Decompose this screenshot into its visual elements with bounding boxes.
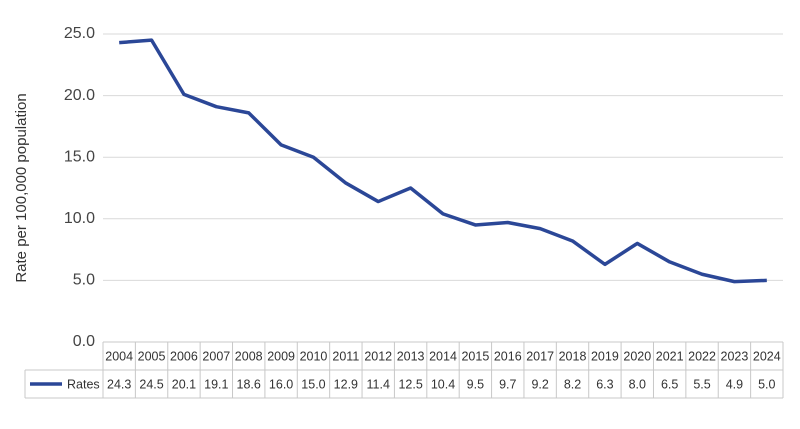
x-tick-label: 2009 xyxy=(267,349,295,363)
table-value: 16.0 xyxy=(269,377,293,391)
table-value: 4.9 xyxy=(726,377,743,391)
table-value: 5.0 xyxy=(758,377,775,391)
y-tick-label: 0.0 xyxy=(73,333,95,350)
table-value: 15.0 xyxy=(301,377,325,391)
y-axis-title: Rate per 100,000 population xyxy=(13,93,30,282)
x-tick-label: 2020 xyxy=(623,349,651,363)
y-tick-label: 20.0 xyxy=(64,87,95,104)
table-value: 9.5 xyxy=(467,377,484,391)
y-tick-label: 10.0 xyxy=(64,210,95,227)
table-value: 24.5 xyxy=(139,377,163,391)
x-tick-label: 2013 xyxy=(397,349,425,363)
table-value: 12.5 xyxy=(398,377,422,391)
table-value: 19.1 xyxy=(204,377,228,391)
table-value: 24.3 xyxy=(107,377,131,391)
x-tick-label: 2018 xyxy=(559,349,587,363)
y-tick-label: 15.0 xyxy=(64,148,95,165)
table-value: 11.4 xyxy=(367,377,390,391)
x-tick-label: 2022 xyxy=(688,349,716,363)
table-value: 10.4 xyxy=(431,377,455,391)
table-value: 9.7 xyxy=(499,377,516,391)
x-tick-label: 2010 xyxy=(300,349,328,363)
x-tick-label: 2008 xyxy=(235,349,263,363)
x-tick-label: 2021 xyxy=(656,349,684,363)
table-value: 9.2 xyxy=(531,377,548,391)
table-value: 20.1 xyxy=(172,377,196,391)
x-tick-label: 2004 xyxy=(105,349,133,363)
x-tick-label: 2014 xyxy=(429,349,457,363)
data-line xyxy=(119,38,767,284)
x-tick-label: 2011 xyxy=(332,349,359,363)
x-tick-label: 2023 xyxy=(721,349,749,363)
table-value: 5.5 xyxy=(693,377,710,391)
x-tick-label: 2019 xyxy=(591,349,619,363)
x-tick-label: 2016 xyxy=(494,349,522,363)
x-tick-label: 2015 xyxy=(461,349,489,363)
table-value: 12.9 xyxy=(334,377,358,391)
y-tick-label: 5.0 xyxy=(73,272,95,289)
legend-label: Rates xyxy=(67,377,100,391)
x-tick-label: 2005 xyxy=(138,349,166,363)
y-tick-label: 25.0 xyxy=(64,25,95,42)
table-value: 8.0 xyxy=(629,377,646,391)
table-value: 6.3 xyxy=(596,377,613,391)
x-tick-label: 2006 xyxy=(170,349,198,363)
table-value: 18.6 xyxy=(237,377,261,391)
table-value: 8.2 xyxy=(564,377,581,391)
table-value: 6.5 xyxy=(661,377,678,391)
x-tick-label: 2012 xyxy=(364,349,392,363)
x-tick-label: 2017 xyxy=(526,349,554,363)
x-tick-label: 2024 xyxy=(753,349,781,363)
x-tick-label: 2007 xyxy=(202,349,230,363)
